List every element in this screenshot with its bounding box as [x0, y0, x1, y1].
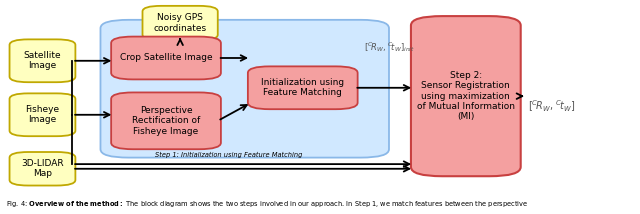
- FancyBboxPatch shape: [10, 93, 76, 136]
- Text: $[^C\!R_W,\,{}^C\!t_W]$: $[^C\!R_W,\,{}^C\!t_W]$: [528, 99, 575, 114]
- FancyBboxPatch shape: [10, 152, 76, 186]
- FancyBboxPatch shape: [111, 92, 221, 149]
- FancyBboxPatch shape: [100, 20, 389, 158]
- Text: Perspective
Rectification of
Fisheye Image: Perspective Rectification of Fisheye Ima…: [132, 106, 200, 136]
- Text: Noisy GPS
coordinates: Noisy GPS coordinates: [154, 13, 207, 33]
- FancyBboxPatch shape: [111, 37, 221, 79]
- FancyBboxPatch shape: [248, 66, 358, 109]
- Text: Fisheye
Image: Fisheye Image: [26, 105, 60, 125]
- FancyBboxPatch shape: [143, 6, 218, 40]
- Text: 3D-LIDAR
Map: 3D-LIDAR Map: [21, 159, 64, 178]
- Text: Satellite
Image: Satellite Image: [24, 51, 61, 70]
- Text: Step 1: Initialization using Feature Matching: Step 1: Initialization using Feature Mat…: [156, 152, 303, 158]
- Text: Crop Satellite Image: Crop Satellite Image: [120, 54, 212, 62]
- Text: $[^C\!R_W,\,{}^C\!t_W]_{init}$: $[^C\!R_W,\,{}^C\!t_W]_{init}$: [364, 40, 415, 54]
- Text: Initialization using
Feature Matching: Initialization using Feature Matching: [261, 78, 344, 98]
- Text: Step 2:
Sensor Registration
using maximization
of Mutual Information
(MI): Step 2: Sensor Registration using maximi…: [417, 71, 515, 122]
- Text: Fig. 4: $\bf{Overview\ of\ the\ method:}$ The block diagram shows the two steps : Fig. 4: $\bf{Overview\ of\ the\ method:}…: [6, 199, 529, 210]
- FancyBboxPatch shape: [411, 16, 521, 176]
- FancyBboxPatch shape: [10, 39, 76, 82]
